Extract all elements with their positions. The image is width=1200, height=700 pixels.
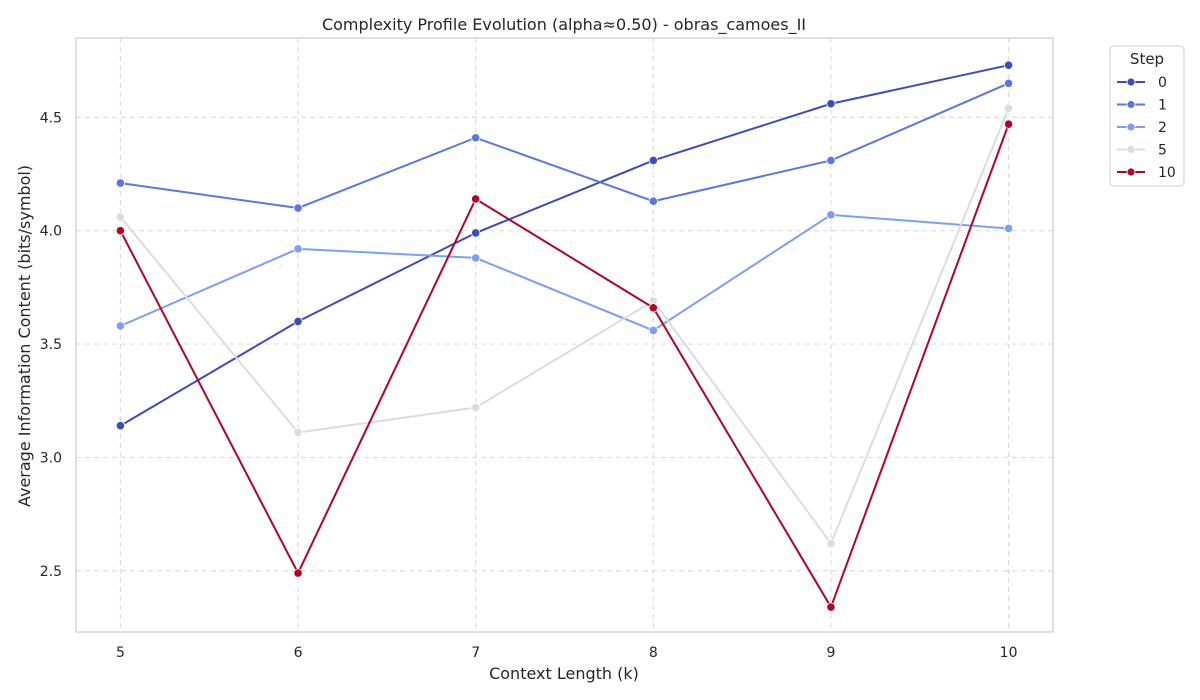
series-layer [116,61,1013,611]
x-tick-label: 10 [1000,645,1018,661]
data-point [649,197,657,205]
x-tick-label: 7 [471,645,480,661]
data-point [116,227,124,235]
data-point [649,326,657,334]
data-point [116,213,124,221]
legend-swatch-marker [1127,78,1135,86]
series-line [120,215,1008,331]
data-point [116,421,124,429]
data-point [294,569,302,577]
legend-label: 1 [1158,98,1167,114]
data-point [1004,104,1012,112]
data-point [294,317,302,325]
data-point [471,254,479,262]
data-point [471,134,479,142]
data-point [471,403,479,411]
data-point [1004,224,1012,232]
legend-swatch-marker [1127,101,1135,109]
data-point [1004,79,1012,87]
x-tick-label: 8 [649,645,658,661]
series-line [120,108,1008,543]
x-tick-label: 9 [826,645,835,661]
data-point [294,204,302,212]
data-point [649,304,657,312]
y-axis-ticks: 2.5 3.0 3.5 4.0 4.5 [40,110,62,579]
y-tick-label: 3.0 [40,450,62,466]
legend-label: 10 [1158,165,1176,181]
data-point [827,100,835,108]
legend-swatch-marker [1127,123,1135,131]
x-axis-label: Context Length (k) [489,664,639,683]
series-2 [116,211,1013,335]
data-point [827,539,835,547]
x-axis-ticks: 5 6 7 8 9 10 [116,645,1018,661]
data-point [649,156,657,164]
legend-swatch-marker [1127,168,1135,176]
legend-label: 0 [1158,75,1167,91]
x-tick-label: 5 [116,645,125,661]
y-tick-label: 3.5 [40,337,62,353]
data-point [827,211,835,219]
y-tick-label: 2.5 [40,564,62,580]
data-point [294,428,302,436]
legend-label: 2 [1158,120,1167,136]
data-point [1004,120,1012,128]
legend-title: Step [1130,50,1164,68]
series-line [120,83,1008,208]
data-point [1004,61,1012,69]
series-10 [116,120,1013,611]
data-point [827,156,835,164]
y-tick-label: 4.0 [40,224,62,240]
data-point [116,179,124,187]
data-point [294,245,302,253]
series-1 [116,79,1013,212]
data-point [471,229,479,237]
x-tick-label: 6 [294,645,303,661]
y-tick-label: 4.5 [40,110,62,126]
y-axis-label: Average Information Content (bits/symbol… [15,165,34,507]
chart-title: Complexity Profile Evolution (alpha≈0.50… [322,15,806,35]
legend-label: 5 [1158,143,1167,159]
data-point [471,195,479,203]
legend-swatch-marker [1127,146,1135,154]
series-line [120,65,1008,425]
data-point [116,322,124,330]
data-point [827,603,835,611]
legend: Step 0 1 2 5 10 [1110,46,1184,186]
